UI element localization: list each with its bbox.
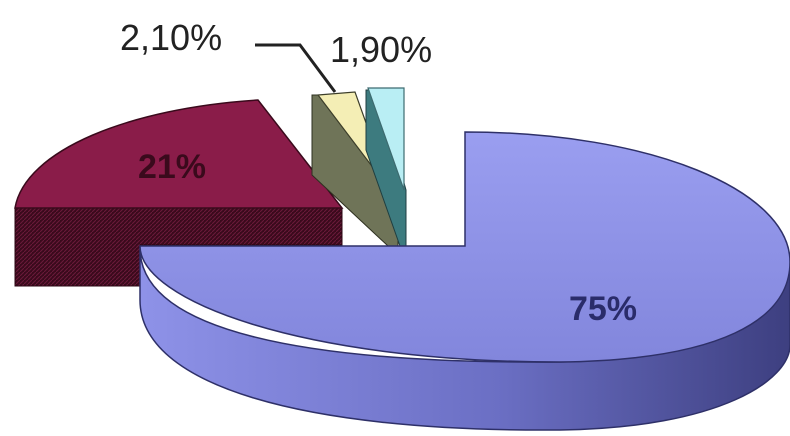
- slice-75: 75%: [139, 131, 790, 431]
- slice-21-label: 21%: [138, 148, 206, 186]
- slice-21-top: [14, 99, 344, 209]
- slice-21: 21%: [14, 99, 344, 287]
- slice-1-90-top: [367, 87, 405, 191]
- leader-line-2-10: [255, 43, 337, 93]
- slice-75-label: 75%: [569, 290, 637, 328]
- label-1-90: 1,90%: [330, 29, 432, 70]
- label-2-10: 2,10%: [120, 17, 222, 58]
- slice-75-top: [139, 131, 790, 363]
- slice-75-side: [139, 247, 790, 431]
